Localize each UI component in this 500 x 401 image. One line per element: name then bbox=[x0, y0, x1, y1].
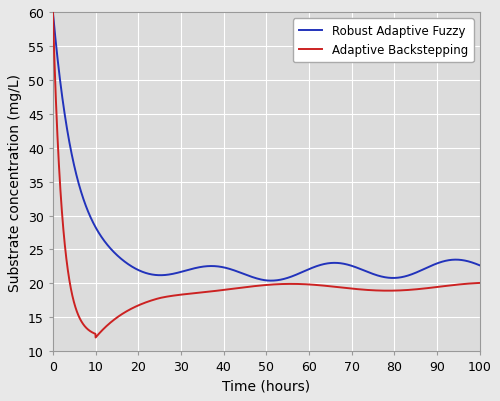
Adaptive Backstepping bbox=[50, 11, 56, 16]
Adaptive Backstepping bbox=[464, 282, 470, 286]
Y-axis label: Substrate concentration (mg/L): Substrate concentration (mg/L) bbox=[8, 73, 22, 291]
Robust Adaptive Fuzzy bbox=[386, 275, 392, 280]
Robust Adaptive Fuzzy bbox=[258, 277, 264, 282]
Adaptive Backstepping bbox=[386, 289, 392, 294]
Robust Adaptive Fuzzy bbox=[50, 11, 56, 16]
Adaptive Backstepping bbox=[246, 285, 252, 290]
X-axis label: Time (hours): Time (hours) bbox=[222, 379, 310, 393]
Robust Adaptive Fuzzy bbox=[464, 259, 470, 264]
Line: Adaptive Backstepping: Adaptive Backstepping bbox=[53, 13, 480, 338]
Adaptive Backstepping bbox=[464, 282, 470, 286]
Line: Robust Adaptive Fuzzy: Robust Adaptive Fuzzy bbox=[53, 13, 480, 281]
Adaptive Backstepping bbox=[92, 335, 98, 340]
Robust Adaptive Fuzzy bbox=[464, 259, 470, 264]
Adaptive Backstepping bbox=[476, 281, 482, 286]
Adaptive Backstepping bbox=[258, 284, 264, 288]
Robust Adaptive Fuzzy bbox=[72, 166, 78, 171]
Adaptive Backstepping bbox=[72, 303, 78, 308]
Legend: Robust Adaptive Fuzzy, Adaptive Backstepping: Robust Adaptive Fuzzy, Adaptive Backstep… bbox=[292, 19, 474, 63]
Robust Adaptive Fuzzy bbox=[476, 263, 482, 268]
Robust Adaptive Fuzzy bbox=[246, 274, 252, 279]
Robust Adaptive Fuzzy bbox=[268, 279, 274, 284]
